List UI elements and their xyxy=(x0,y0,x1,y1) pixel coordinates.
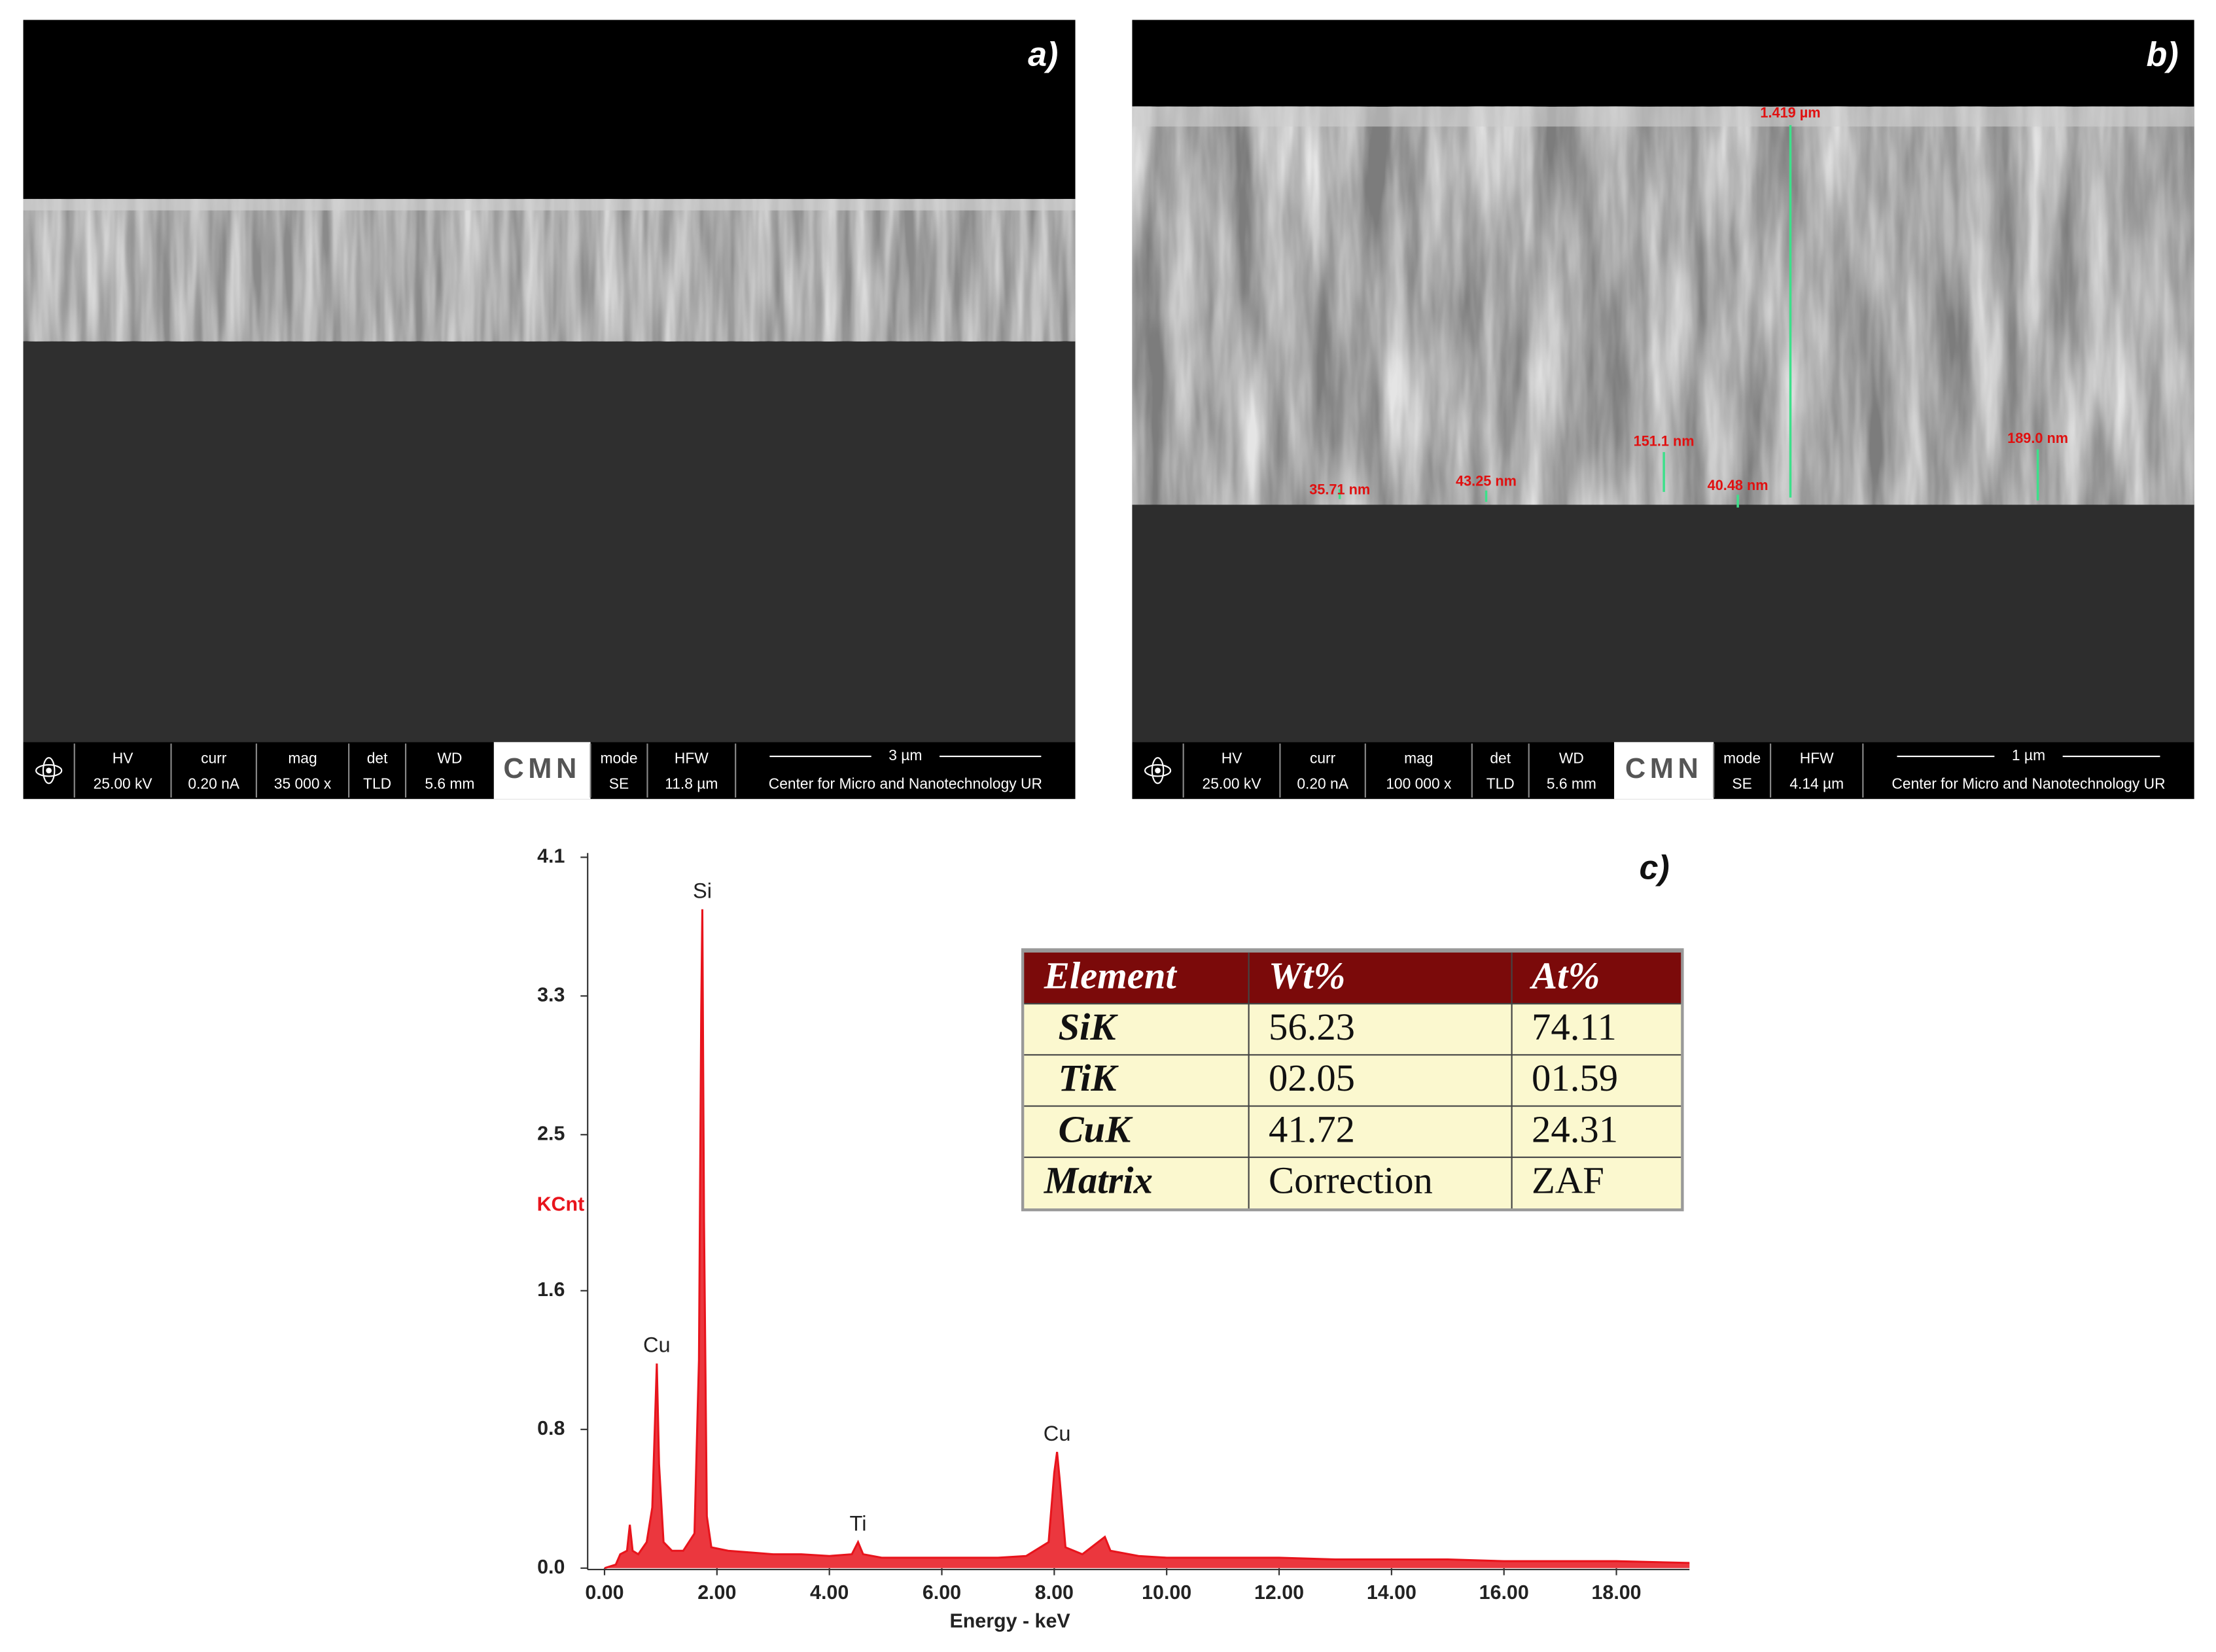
table-header xyxy=(1024,952,1681,1004)
y-tick-label: 3.3 xyxy=(537,983,565,1006)
x-axis-label: Energy - keV xyxy=(949,1609,1070,1632)
x-tick-label: 10.00 xyxy=(1142,1581,1191,1604)
table-header-cell: Wt% xyxy=(1269,955,1345,997)
x-tick-label: 0.00 xyxy=(585,1581,624,1604)
measurement: 43.25 nm xyxy=(1456,472,1517,489)
cell-label: mode xyxy=(600,749,637,766)
institution: Center for Micro and Nanotechnology UR xyxy=(769,775,1042,792)
spectrum xyxy=(604,909,1690,1570)
cell-label: mag xyxy=(1404,749,1433,766)
table-row-header: TiK xyxy=(1058,1057,1119,1099)
x-tick-label: 4.00 xyxy=(810,1581,849,1604)
cell-label: HFW xyxy=(675,749,709,766)
y-tick-label: 1.6 xyxy=(537,1278,565,1301)
table-cell: ZAF xyxy=(1532,1159,1604,1202)
table-header-cell: At% xyxy=(1529,955,1600,997)
cell-value: TLD xyxy=(1486,775,1515,792)
table-row-header: CuK xyxy=(1058,1108,1133,1150)
x-tick-label: 12.00 xyxy=(1254,1581,1304,1604)
substrate xyxy=(1132,500,2194,743)
x-tick-label: 14.00 xyxy=(1367,1581,1416,1604)
cell-value: 0.20 nA xyxy=(1297,775,1348,792)
cell-value: 5.6 mm xyxy=(1547,775,1596,792)
cell-value: SE xyxy=(609,775,629,792)
table-row-header: SiK xyxy=(1058,1006,1118,1048)
panel-label: a) xyxy=(1028,36,1058,74)
cell-value: 5.6 mm xyxy=(425,775,474,792)
cell-label: det xyxy=(367,749,388,766)
scale-label: 3 µm xyxy=(888,747,922,764)
y-tick-label: 0.8 xyxy=(537,1417,565,1439)
cell-label: HFW xyxy=(1800,749,1834,766)
x-tick-label: 6.00 xyxy=(923,1581,961,1604)
x-tick-label: 8.00 xyxy=(1035,1581,1074,1604)
cell-label: mag xyxy=(288,749,317,766)
table-cell: 01.59 xyxy=(1532,1057,1618,1099)
cell-label: WD xyxy=(1559,749,1584,766)
table-cell: 56.23 xyxy=(1269,1006,1355,1048)
cell-label: mode xyxy=(1723,749,1761,766)
cell-value: 0.20 nA xyxy=(188,775,239,792)
cell-value: 11.8 µm xyxy=(665,775,718,792)
peak-label: Cu xyxy=(643,1333,671,1357)
cell-value: 100 000 x xyxy=(1386,775,1452,792)
film-texture xyxy=(23,199,1076,342)
panel-label: c) xyxy=(1639,849,1669,887)
cell-label: det xyxy=(1490,749,1511,766)
panel-label: b) xyxy=(2147,36,2179,74)
logo: CMN xyxy=(1625,753,1702,784)
table-cell: 41.72 xyxy=(1269,1108,1355,1150)
logo: CMN xyxy=(503,753,580,784)
cell-value: 25.00 kV xyxy=(94,775,153,792)
icon xyxy=(35,764,63,777)
peak-label: Ti xyxy=(850,1511,867,1536)
icon xyxy=(1155,767,1161,774)
table-cell: Correction xyxy=(1269,1159,1433,1202)
cell-value: 25.00 kV xyxy=(1203,775,1262,792)
measurement: 189.0 nm xyxy=(2007,430,2068,446)
institution: Center for Micro and Nanotechnology UR xyxy=(1891,775,2165,792)
measurement: 1.419 µm xyxy=(1760,105,1820,121)
x-tick-label: 16.00 xyxy=(1479,1581,1529,1604)
film-texture xyxy=(1132,106,2194,505)
cell-label: curr xyxy=(1310,749,1336,766)
icon xyxy=(1144,764,1172,777)
measurement: 151.1 nm xyxy=(1634,433,1695,449)
icon xyxy=(1151,757,1165,784)
y-tick-label: 0.0 xyxy=(537,1556,565,1578)
peak-label: Si xyxy=(693,878,712,902)
logo-bg xyxy=(1614,742,1714,800)
measurement: 40.48 nm xyxy=(1708,477,1768,493)
table-cell: 02.05 xyxy=(1269,1057,1355,1099)
cell-value: SE xyxy=(1732,775,1751,792)
logo-bg xyxy=(493,742,591,800)
cell-value: TLD xyxy=(363,775,391,792)
scale-label: 1 µm xyxy=(2012,747,2045,764)
cell-label: curr xyxy=(201,749,227,766)
cell-label: WD xyxy=(437,749,462,766)
y-axis-label: KCnt xyxy=(537,1193,585,1216)
x-tick-label: 18.00 xyxy=(1592,1581,1642,1604)
table-cell: 74.11 xyxy=(1532,1006,1617,1048)
icon xyxy=(42,757,56,784)
peak-label: Cu xyxy=(1044,1421,1071,1445)
film-edge xyxy=(1132,106,2194,127)
measurement: 35.71 nm xyxy=(1309,481,1370,497)
y-tick-label: 4.1 xyxy=(537,845,565,867)
film-edge xyxy=(23,199,1076,211)
y-tick-label: 2.5 xyxy=(537,1122,565,1144)
table-row-header: Matrix xyxy=(1044,1159,1153,1202)
table-header-cell: Element xyxy=(1044,955,1178,997)
cell-value: 4.14 µm xyxy=(1789,775,1844,792)
cell-label: HV xyxy=(113,749,133,766)
cell-value: 35 000 x xyxy=(274,775,332,792)
x-tick-label: 2.00 xyxy=(697,1581,736,1604)
icon xyxy=(46,767,52,774)
cell-label: HV xyxy=(1222,749,1242,766)
substrate xyxy=(23,338,1076,743)
table-cell: 24.31 xyxy=(1532,1108,1618,1150)
